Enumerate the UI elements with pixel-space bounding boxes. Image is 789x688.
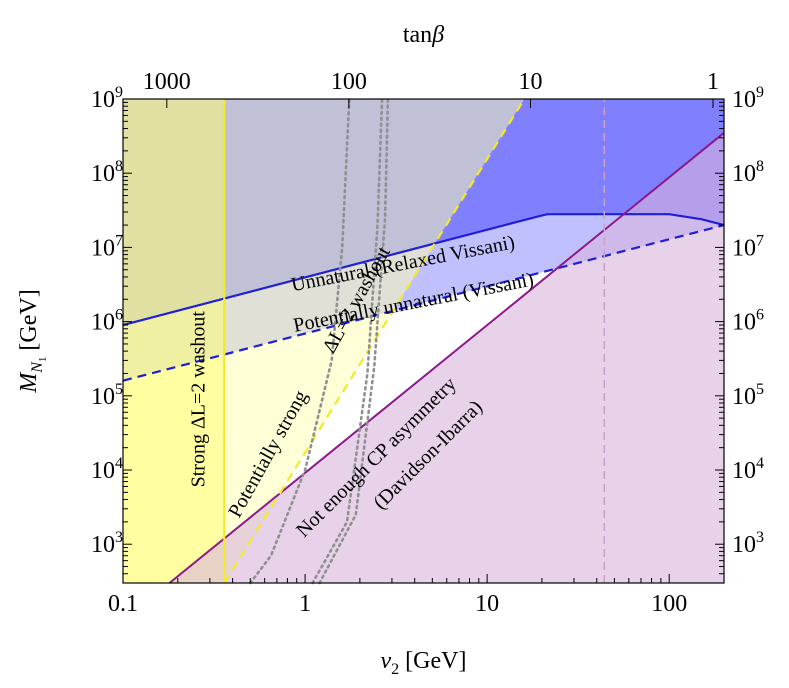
x-axis-symbol: v [381,648,392,674]
y-tick-label-right: 109 [732,84,764,113]
y-tick-label-left: 109 [91,84,123,113]
x-tick-label: 0.1 [108,591,138,617]
region-strong-l-2-washout [123,99,225,583]
tick-exponent: 5 [115,381,123,398]
tick-base: 10 [91,384,115,410]
tick-exponent: 9 [756,84,764,101]
y-axis-unit: [GeV] [16,289,42,350]
tick-exponent: 7 [756,232,764,249]
y-tick-label-right: 105 [732,381,764,410]
tick-exponent: 4 [756,455,764,472]
dotted-curve-2 [311,97,384,585]
top-tick-label: 1 [707,69,719,95]
tick-exponent: 3 [756,529,764,546]
tick-exponent: 4 [115,455,123,472]
top-axis-title: tanβ [403,22,444,48]
top-tick-label: 10 [518,69,542,95]
y-tick-label-left: 108 [91,158,123,187]
y-tick-label-right: 108 [732,158,764,187]
y-tick-label-left: 103 [91,529,123,558]
curve-cp-asymmetry [168,132,725,584]
y-tick-label-right: 107 [732,232,764,261]
tick-base: 10 [91,161,115,187]
tick-base: 10 [732,384,756,410]
x-tick-label: 10 [475,591,499,617]
tick-exponent: 8 [115,158,123,175]
x-axis-title: v2 [GeV] [381,648,467,678]
annotation-strong-l-2-washout: Strong ΔL=2 washout [187,311,209,488]
dotted-curve-3 [318,97,390,585]
tick-base: 10 [732,235,756,261]
tick-base: 10 [91,235,115,261]
curve-unnatural [122,213,725,327]
tick-exponent: 8 [756,158,764,175]
tick-exponent: 5 [756,381,764,398]
top-tick-label: 100 [331,69,367,95]
y-tick-label-left: 106 [91,307,123,336]
tick-base: 10 [732,532,756,558]
tick-base: 10 [91,310,115,336]
tick-exponent: 9 [115,84,123,101]
tick-exponent: 3 [115,529,123,546]
top-axis-symbol: β [431,22,444,48]
y-tick-label-left: 107 [91,232,123,261]
tick-base: 10 [91,87,115,113]
y-axis-symbol: M [16,371,42,394]
y-axis-title: MN1 [GeV] [16,289,49,393]
x-axis-unit: [GeV] [405,648,466,674]
tick-base: 10 [91,532,115,558]
plot-frame [122,98,725,584]
x-tick-label: 1 [299,591,311,617]
y-tick-label-left: 104 [91,455,123,484]
x-tick-label: 100 [651,591,687,617]
shaded-regions [123,99,724,584]
x-axis-subscript: 2 [391,661,399,678]
top-axis-prefix: tan [403,22,432,48]
tick-base: 10 [91,458,115,484]
tick-exponent: 7 [115,232,123,249]
y-tick-label-right: 104 [732,455,764,484]
tick-marks [122,98,725,584]
tick-exponent: 6 [756,307,764,324]
y-axis-subscript-1: 1 [37,357,49,363]
tick-base: 10 [732,161,756,187]
tick-base: 10 [732,87,756,113]
boundary-curves [122,97,725,585]
curve-potentially-unnatural [122,224,725,382]
y-tick-label-right: 103 [732,529,764,558]
y-tick-label-left: 105 [91,381,123,410]
y-axis-subscript-n: N [29,361,46,374]
tick-exponent: 6 [115,307,123,324]
y-tick-label-right: 106 [732,307,764,336]
top-tick-label: 1000 [143,69,191,95]
dotted-curve-1 [249,97,351,585]
curve-potentially-strong-washout [223,98,526,584]
tick-base: 10 [732,310,756,336]
tick-base: 10 [732,458,756,484]
